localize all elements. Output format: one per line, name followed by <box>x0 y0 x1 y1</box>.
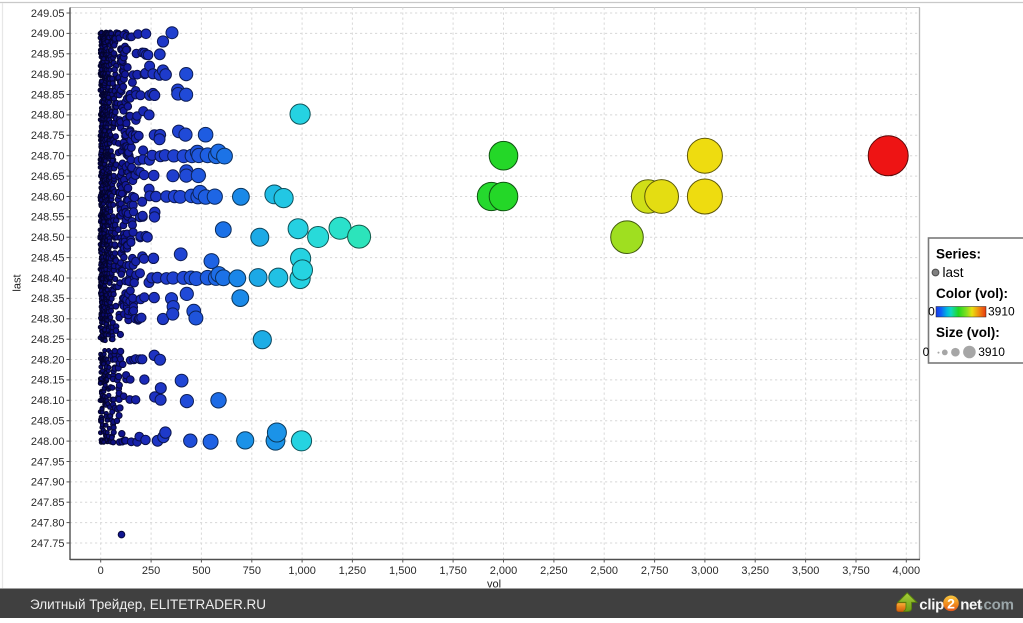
svg-text:3,500: 3,500 <box>792 565 820 577</box>
svg-text:2,250: 2,250 <box>540 565 568 577</box>
svg-text:3,750: 3,750 <box>842 565 870 577</box>
svg-text:247.75: 247.75 <box>31 538 65 550</box>
svg-text:248.95: 248.95 <box>31 49 65 61</box>
svg-text:248.15: 248.15 <box>31 375 65 387</box>
svg-text:2,500: 2,500 <box>590 565 618 577</box>
svg-text:1,500: 1,500 <box>389 565 417 577</box>
svg-text:0: 0 <box>928 305 935 319</box>
svg-text:248.75: 248.75 <box>31 130 65 142</box>
svg-text:248.20: 248.20 <box>31 354 65 366</box>
svg-text:248.10: 248.10 <box>31 395 65 407</box>
svg-text:3910: 3910 <box>978 345 1005 359</box>
svg-text:248.00: 248.00 <box>31 436 65 448</box>
svg-text:248.30: 248.30 <box>31 314 65 326</box>
svg-text:0: 0 <box>98 565 104 577</box>
svg-text:248.55: 248.55 <box>31 212 65 224</box>
svg-text:last: last <box>943 265 964 280</box>
svg-text:249.00: 249.00 <box>31 28 65 40</box>
svg-text:248.60: 248.60 <box>31 191 65 203</box>
svg-text:248.35: 248.35 <box>31 293 65 305</box>
svg-text:248.50: 248.50 <box>31 232 65 244</box>
svg-text:3,250: 3,250 <box>741 565 769 577</box>
svg-text:1,000: 1,000 <box>288 565 316 577</box>
svg-text:1,250: 1,250 <box>339 565 367 577</box>
svg-text:248.70: 248.70 <box>31 151 65 163</box>
svg-text:com: com <box>984 596 1014 613</box>
svg-text:clip: clip <box>919 596 944 613</box>
svg-text:0: 0 <box>923 345 930 359</box>
svg-text:248.65: 248.65 <box>31 171 65 183</box>
svg-text:248.80: 248.80 <box>31 110 65 122</box>
svg-text:2: 2 <box>947 596 955 612</box>
svg-text:247.95: 247.95 <box>31 456 65 468</box>
svg-text:Элитный Трейдер, ELITETRADER.R: Элитный Трейдер, ELITETRADER.RU <box>30 597 266 612</box>
svg-text:Series:: Series: <box>936 247 981 262</box>
svg-text:4,000: 4,000 <box>893 565 921 577</box>
svg-text:1,750: 1,750 <box>439 565 467 577</box>
svg-text:248.25: 248.25 <box>31 334 65 346</box>
svg-text:249.05: 249.05 <box>31 8 65 20</box>
svg-text:net: net <box>960 596 982 613</box>
svg-text:248.85: 248.85 <box>31 89 65 101</box>
svg-text:248.45: 248.45 <box>31 252 65 264</box>
svg-text:2,750: 2,750 <box>641 565 669 577</box>
svg-text:248.05: 248.05 <box>31 416 65 428</box>
svg-text:248.40: 248.40 <box>31 273 65 285</box>
svg-text:750: 750 <box>243 565 261 577</box>
svg-text:2,000: 2,000 <box>490 565 518 577</box>
svg-text:247.85: 247.85 <box>31 497 65 509</box>
svg-text:3910: 3910 <box>988 305 1015 319</box>
svg-text:248.90: 248.90 <box>31 69 65 81</box>
svg-text:250: 250 <box>142 565 160 577</box>
svg-text:last: last <box>12 274 24 291</box>
svg-text:247.90: 247.90 <box>31 477 65 489</box>
svg-text:Size (vol):: Size (vol): <box>936 325 1000 340</box>
svg-text:247.80: 247.80 <box>31 517 65 529</box>
svg-text:Color (vol):: Color (vol): <box>936 286 1008 301</box>
svg-text:500: 500 <box>192 565 210 577</box>
svg-text:3,000: 3,000 <box>691 565 719 577</box>
